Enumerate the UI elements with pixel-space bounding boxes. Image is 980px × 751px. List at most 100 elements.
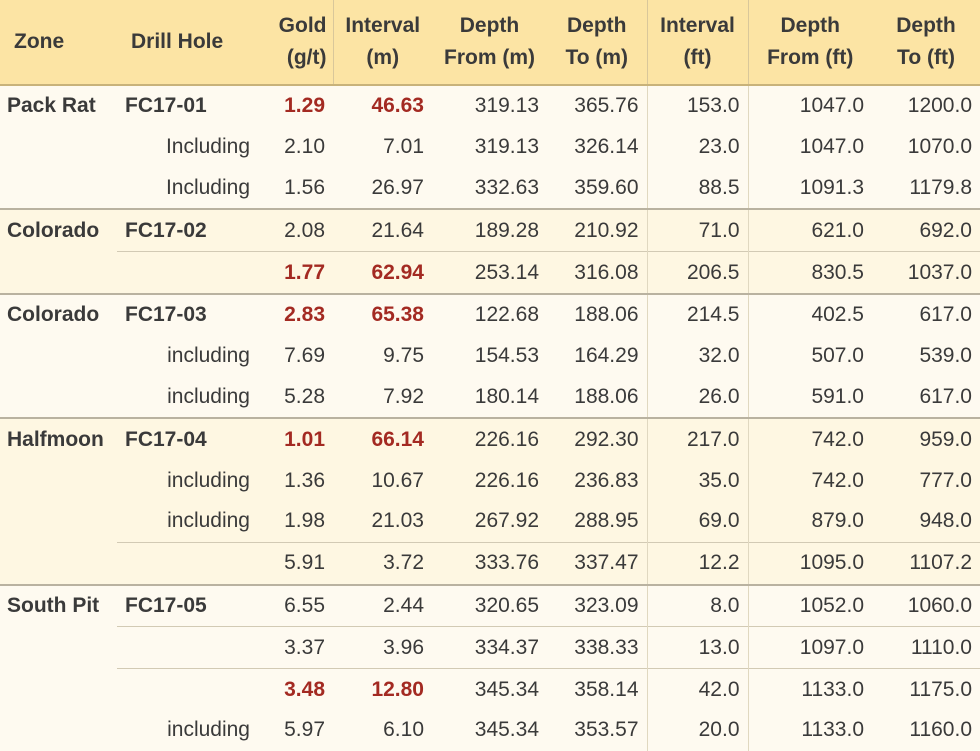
interval-ft-cell: 8.0 — [646, 583, 748, 627]
drill-hole-cell: FC17-01 — [117, 84, 256, 127]
depth-to-ft-cell: 1179.8 — [872, 167, 980, 210]
depth-to-ft-cell: 948.0 — [872, 500, 980, 543]
depth-to-m-cell: 164.29 — [547, 335, 647, 377]
depth-to-m-cell: 323.09 — [547, 583, 647, 627]
depth-to-ft-cell: 1060.0 — [872, 583, 980, 627]
depth-from-m-cell: 319.13 — [432, 84, 547, 127]
drill-hole-cell: Including — [117, 167, 256, 210]
zone-cell — [0, 500, 117, 543]
depth-to-ft-cell: 1175.0 — [872, 668, 980, 710]
depth-from-ft-cell: 1133.0 — [747, 668, 872, 710]
interval-ft-cell: 12.2 — [646, 541, 748, 585]
interval-ft-cell: 26.0 — [646, 376, 748, 419]
drill-hole-cell: FC17-04 — [117, 417, 256, 461]
depth-to-m-cell: 236.83 — [547, 460, 647, 501]
drill-hole-cell — [117, 541, 256, 585]
depth-to-ft-cell: 777.0 — [872, 460, 980, 501]
depth-from-ft-cell: 621.0 — [747, 208, 872, 252]
depth-from-m-cell: 189.28 — [432, 208, 547, 252]
depth-from-m-cell: 319.13 — [432, 126, 547, 168]
depth-to-ft-cell: 1160.0 — [872, 709, 980, 751]
interval-ft-cell: 71.0 — [646, 208, 748, 252]
table-row: including 5.28 7.92 180.14 188.06 26.0 5… — [0, 376, 980, 419]
zone-cell: Halfmoon — [0, 417, 117, 461]
gold-cell: 1.98 — [256, 500, 333, 543]
interval-m-cell: 62.94 — [333, 251, 432, 294]
header-zone: Zone — [0, 0, 117, 86]
depth-from-ft-cell: 402.5 — [747, 292, 872, 336]
depth-from-m-cell: 320.65 — [432, 583, 547, 627]
header-depth-to-ft: Depth To (ft) — [872, 0, 980, 86]
interval-m-cell: 6.10 — [333, 709, 432, 751]
depth-from-ft-cell: 742.0 — [747, 460, 872, 501]
zone-cell — [0, 709, 117, 751]
gold-cell: 6.55 — [256, 583, 333, 627]
header-gold: Gold (g/t) — [256, 0, 333, 86]
interval-ft-cell: 217.0 — [646, 417, 748, 461]
depth-from-m-cell: 253.14 — [432, 251, 547, 294]
table-row: Including 2.10 7.01 319.13 326.14 23.0 1… — [0, 126, 980, 168]
gold-cell: 1.56 — [256, 167, 333, 210]
interval-ft-cell: 153.0 — [646, 84, 748, 127]
interval-m-cell: 7.92 — [333, 376, 432, 419]
drill-hole-cell: FC17-05 — [117, 583, 256, 627]
interval-m-cell: 21.64 — [333, 208, 432, 252]
depth-from-ft-cell: 591.0 — [747, 376, 872, 419]
drill-hole-cell: FC17-02 — [117, 208, 256, 252]
depth-to-ft-cell: 1070.0 — [872, 126, 980, 168]
interval-m-cell: 7.01 — [333, 126, 432, 168]
depth-from-ft-cell: 1091.3 — [747, 167, 872, 210]
depth-from-m-cell: 122.68 — [432, 292, 547, 336]
table-row: including 1.36 10.67 226.16 236.83 35.0 … — [0, 460, 980, 501]
header-interval-m: Interval (m) — [332, 0, 432, 86]
gold-cell: 1.29 — [256, 84, 333, 127]
table-row: including 1.98 21.03 267.92 288.95 69.0 … — [0, 500, 980, 543]
drill-hole-cell: FC17-03 — [117, 292, 256, 336]
gold-cell: 2.08 — [256, 208, 333, 252]
depth-to-ft-cell: 959.0 — [872, 417, 980, 461]
interval-ft-cell: 20.0 — [646, 709, 748, 751]
depth-from-m-cell: 334.37 — [432, 626, 547, 669]
depth-from-ft-cell: 879.0 — [747, 500, 872, 543]
interval-m-cell: 46.63 — [333, 84, 432, 127]
zone-cell: Colorado — [0, 208, 117, 252]
depth-from-ft-cell: 742.0 — [747, 417, 872, 461]
depth-from-m-cell: 345.34 — [432, 709, 547, 751]
gold-cell: 7.69 — [256, 335, 333, 377]
interval-ft-cell: 214.5 — [646, 292, 748, 336]
table-row: Including 1.56 26.97 332.63 359.60 88.5 … — [0, 167, 980, 210]
depth-to-ft-cell: 539.0 — [872, 335, 980, 377]
zone-cell — [0, 251, 117, 294]
table-row: 1.77 62.94 253.14 316.08 206.5 830.5 103… — [0, 251, 980, 294]
interval-ft-cell: 35.0 — [646, 460, 748, 501]
depth-to-m-cell: 210.92 — [547, 208, 647, 252]
zone-cell — [0, 376, 117, 419]
table-row: including 5.97 6.10 345.34 353.57 20.0 1… — [0, 709, 980, 751]
header-depth-from-ft: Depth From (ft) — [747, 0, 872, 86]
interval-m-cell: 21.03 — [333, 500, 432, 543]
gold-cell: 3.48 — [256, 668, 333, 710]
depth-to-m-cell: 353.57 — [547, 709, 647, 751]
zone-cell — [0, 626, 117, 669]
depth-to-m-cell: 188.06 — [547, 376, 647, 419]
depth-from-ft-cell: 830.5 — [747, 251, 872, 294]
header-depth-from-m: Depth From (m) — [432, 0, 547, 86]
depth-from-ft-cell: 1047.0 — [747, 84, 872, 127]
gold-cell: 1.01 — [256, 417, 333, 461]
table-row: 3.48 12.80 345.34 358.14 42.0 1133.0 117… — [0, 668, 980, 710]
interval-m-cell: 3.72 — [333, 541, 432, 585]
depth-from-ft-cell: 1095.0 — [747, 541, 872, 585]
interval-ft-cell: 69.0 — [646, 500, 748, 543]
table-row: Colorado FC17-03 2.83 65.38 122.68 188.0… — [0, 292, 980, 336]
gold-cell: 1.77 — [256, 251, 333, 294]
header-interval-ft: Interval (ft) — [646, 0, 748, 86]
gold-cell: 2.83 — [256, 292, 333, 336]
depth-to-m-cell: 359.60 — [547, 167, 647, 210]
interval-m-cell: 2.44 — [333, 583, 432, 627]
depth-to-m-cell: 316.08 — [547, 251, 647, 294]
depth-to-m-cell: 326.14 — [547, 126, 647, 168]
gold-cell: 2.10 — [256, 126, 333, 168]
interval-ft-cell: 88.5 — [646, 167, 748, 210]
depth-to-ft-cell: 1107.2 — [872, 541, 980, 585]
depth-to-m-cell: 338.33 — [547, 626, 647, 669]
